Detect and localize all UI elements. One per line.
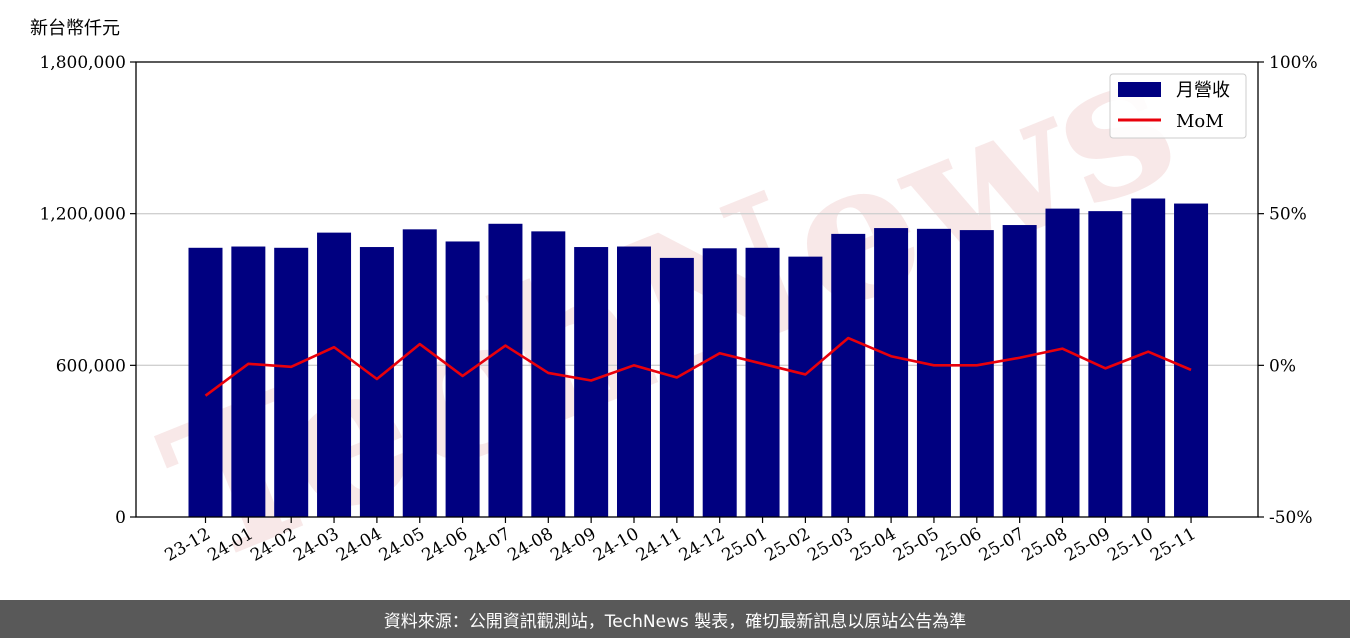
x-tick-label: 25-05	[890, 524, 942, 566]
bar	[317, 232, 352, 517]
bar	[916, 228, 951, 518]
bar	[274, 247, 309, 517]
y-left-tick-label: 1,800,000	[39, 53, 126, 73]
y-left-tick-label: 0	[115, 508, 126, 528]
bar	[788, 256, 823, 517]
bar	[617, 246, 651, 517]
bar	[831, 233, 866, 517]
mom-line	[204, 336, 1192, 397]
x-tick-label: 24-09	[547, 524, 599, 566]
y-left-tick-label: 600,000	[56, 356, 126, 376]
bar	[574, 247, 609, 518]
bar	[359, 247, 394, 518]
x-tick-label: 25-07	[976, 524, 1028, 566]
y-right-tick-label: 100%	[1269, 53, 1318, 73]
chart-area: 新台幣仟元 TechNews0600,0001,200,0001,800,000…	[30, 4, 1318, 608]
legend-label-revenue: 月營收	[1176, 80, 1230, 101]
revenue-chart: TechNews0600,0001,200,0001,800,000-50%0%…	[39, 4, 1318, 608]
bar	[959, 230, 994, 517]
bar	[745, 247, 780, 517]
x-tick-label: 24-07	[462, 524, 514, 566]
x-tick-label: 25-10	[1104, 524, 1156, 566]
y-right-tick-label: -50%	[1269, 508, 1313, 528]
x-tick-label: 25-11	[1147, 524, 1199, 566]
x-tick-label: 25-09	[1061, 524, 1113, 566]
x-tick-label: 24-08	[504, 524, 556, 566]
bar	[702, 248, 737, 517]
x-tick-label: 24-11	[633, 524, 685, 566]
bar	[659, 257, 694, 517]
bar	[1174, 203, 1209, 518]
x-tick-label: 25-06	[933, 524, 985, 566]
bar	[1045, 208, 1080, 517]
bar	[188, 247, 223, 517]
bar	[1002, 225, 1037, 517]
x-tick-label: 25-04	[847, 524, 899, 566]
x-tick-label: 24-12	[676, 524, 728, 566]
legend-label-mom: MoM	[1176, 111, 1224, 132]
legend-swatch-revenue	[1118, 82, 1161, 97]
bar	[488, 223, 523, 517]
x-tick-label: 25-01	[719, 524, 771, 566]
y-left-tick-label: 1,200,000	[39, 205, 126, 225]
bar	[445, 241, 480, 517]
bar	[402, 229, 437, 518]
source-text: 資料來源：公開資訊觀測站，TechNews 製表，確切最新訊息以原站公告為準	[383, 611, 967, 632]
x-tick-label: 24-10	[590, 524, 642, 566]
y-unit-label: 新台幣仟元	[30, 18, 120, 39]
plot-frame	[135, 61, 1259, 518]
bar	[231, 246, 266, 517]
bar	[874, 228, 909, 517]
y-right-tick-label: 0%	[1269, 356, 1296, 376]
source-footer: 資料來源：公開資訊觀測站，TechNews 製表，確切最新訊息以原站公告為準	[0, 600, 1350, 638]
x-tick-label: 25-02	[761, 524, 813, 566]
x-tick-label: 25-03	[804, 524, 856, 566]
y-right-tick-label: 50%	[1269, 205, 1307, 225]
x-tick-label: 25-08	[1019, 524, 1071, 566]
x-tick-label: 24-06	[419, 524, 471, 566]
